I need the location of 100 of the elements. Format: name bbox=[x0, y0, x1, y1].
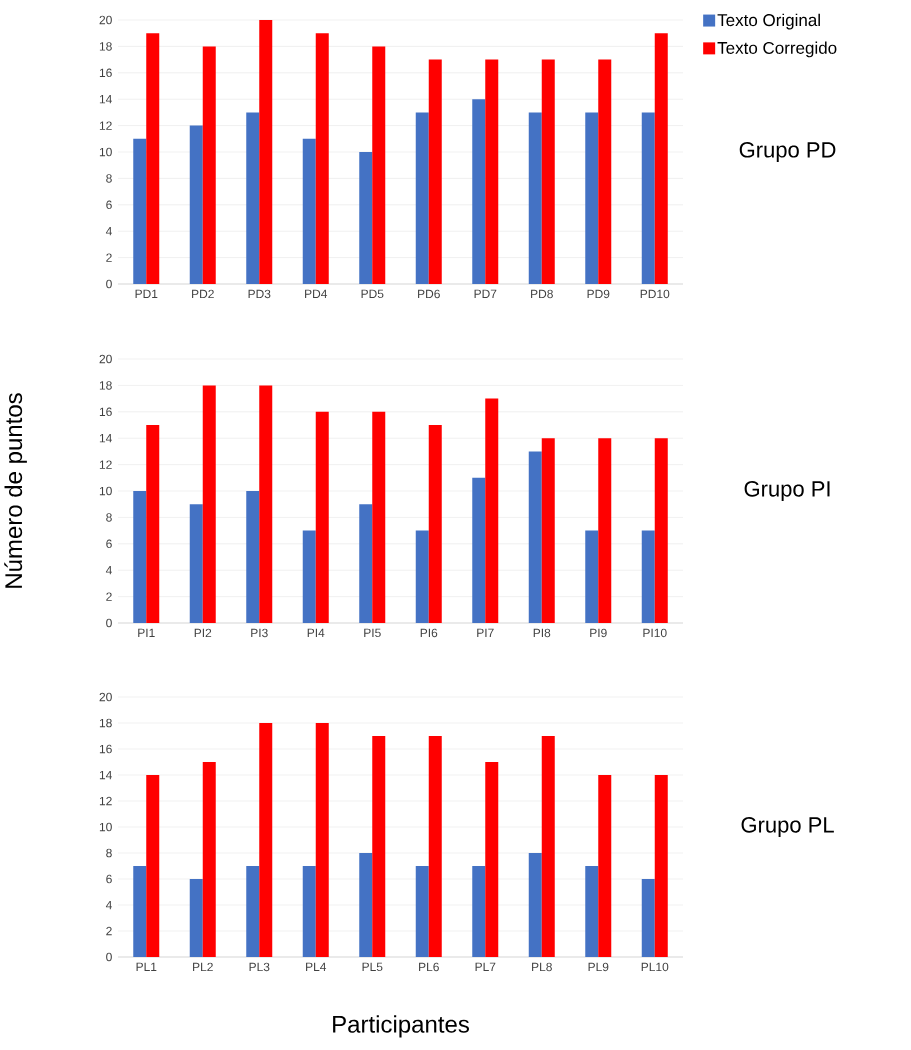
x-axis-title: Participantes bbox=[333, 1015, 469, 1038]
bar bbox=[528, 451, 542, 624]
x-tick-label: PL8 bbox=[532, 962, 552, 972]
x-tick-label: PI1 bbox=[138, 628, 155, 637]
y-tick-label: 4 bbox=[105, 900, 112, 910]
x-tick-label: PL7 bbox=[475, 962, 496, 971]
y-tick-label: 16 bbox=[99, 407, 112, 417]
bar bbox=[541, 736, 555, 958]
y-tick-label: 18 bbox=[99, 718, 112, 728]
y-tick-label: 18 bbox=[99, 42, 112, 51]
legend-label: Texto Original bbox=[717, 13, 820, 30]
bar bbox=[246, 491, 260, 624]
x-tick-label: PD6 bbox=[418, 289, 440, 299]
y-tick-label: 10 bbox=[99, 486, 112, 496]
x-tick-label: PD7 bbox=[474, 289, 497, 298]
bar bbox=[641, 879, 655, 958]
x-tick-label: PI3 bbox=[251, 628, 268, 638]
bar bbox=[415, 866, 429, 958]
x-tick-label: PL4 bbox=[306, 962, 327, 971]
bar bbox=[654, 438, 668, 624]
y-axis-title: Número de puntos bbox=[4, 393, 27, 588]
x-tick-label: PL5 bbox=[362, 962, 383, 972]
bar bbox=[598, 438, 612, 624]
bar bbox=[485, 398, 499, 624]
bar bbox=[428, 736, 442, 958]
bar bbox=[133, 138, 147, 285]
bar bbox=[246, 112, 260, 285]
bar bbox=[246, 866, 260, 958]
bar bbox=[202, 46, 216, 285]
x-tick-label: PL3 bbox=[249, 962, 270, 972]
bar bbox=[189, 504, 203, 624]
x-tick-label: PI7 bbox=[477, 628, 494, 637]
bar bbox=[485, 59, 499, 285]
bar bbox=[372, 736, 386, 958]
y-tick-label: 6 bbox=[106, 874, 112, 884]
x-tick-label: PD2 bbox=[192, 289, 214, 299]
x-tick-label: PD1 bbox=[135, 289, 158, 298]
bar bbox=[415, 112, 429, 285]
y-tick-label: 6 bbox=[106, 539, 112, 549]
bar bbox=[641, 530, 655, 624]
bar bbox=[259, 723, 273, 958]
bar bbox=[302, 530, 316, 624]
y-tick-label: 20 bbox=[99, 354, 112, 364]
bar bbox=[472, 477, 486, 624]
bar bbox=[202, 385, 216, 624]
bar bbox=[472, 866, 486, 958]
bar bbox=[302, 866, 316, 958]
bar bbox=[585, 866, 599, 958]
bar bbox=[359, 504, 373, 624]
bar bbox=[359, 853, 373, 958]
y-tick-label: 14 bbox=[99, 770, 112, 780]
y-tick-label: 12 bbox=[99, 121, 112, 130]
x-tick-label: PL1 bbox=[136, 962, 157, 971]
y-tick-label: 0 bbox=[106, 952, 112, 962]
y-tick-label: 20 bbox=[99, 692, 112, 702]
y-tick-label: 12 bbox=[99, 796, 112, 806]
x-tick-label: PI9 bbox=[590, 628, 607, 638]
bar bbox=[133, 866, 147, 958]
x-tick-label: PL9 bbox=[588, 962, 609, 972]
bar bbox=[372, 411, 386, 624]
x-tick-label: PD3 bbox=[248, 289, 271, 299]
y-tick-label: 8 bbox=[106, 848, 112, 858]
x-tick-label: PL10 bbox=[641, 962, 669, 972]
y-tick-label: 18 bbox=[99, 381, 112, 390]
legend-label: Texto Corregido bbox=[717, 41, 837, 58]
bar bbox=[598, 775, 612, 958]
x-tick-label: PL2 bbox=[193, 962, 213, 972]
y-tick-label: 6 bbox=[106, 200, 112, 210]
bar bbox=[654, 33, 668, 285]
x-tick-label: PI10 bbox=[643, 628, 667, 638]
bar bbox=[528, 112, 542, 285]
bar bbox=[359, 152, 373, 285]
y-tick-label: 10 bbox=[99, 147, 112, 157]
text: Grupo PL bbox=[741, 817, 834, 837]
bar bbox=[541, 59, 555, 285]
bar bbox=[189, 879, 203, 958]
bar bbox=[428, 425, 442, 624]
x-tick-label: PD9 bbox=[587, 289, 610, 299]
y-tick-label: 16 bbox=[99, 744, 112, 754]
y-tick-label: 2 bbox=[106, 592, 112, 601]
y-tick-label: 4 bbox=[105, 227, 112, 236]
bar bbox=[315, 33, 329, 285]
y-tick-label: 4 bbox=[105, 566, 112, 575]
bar bbox=[146, 425, 160, 624]
text: Grupo PD bbox=[739, 142, 836, 162]
y-tick-label: 2 bbox=[106, 253, 112, 262]
bar bbox=[541, 438, 555, 624]
x-tick-label: PI8 bbox=[533, 628, 551, 638]
bar bbox=[585, 112, 599, 285]
text: Grupo PI bbox=[744, 481, 830, 501]
x-tick-label: PI5 bbox=[364, 628, 381, 638]
x-tick-label: PD5 bbox=[361, 289, 384, 299]
bar bbox=[598, 59, 612, 285]
x-tick-label: PI6 bbox=[420, 628, 438, 638]
y-tick-label: 14 bbox=[99, 95, 112, 104]
y-tick-label: 8 bbox=[106, 513, 112, 522]
bar bbox=[472, 99, 486, 285]
y-tick-label: 0 bbox=[106, 279, 112, 289]
bar bbox=[146, 775, 160, 958]
y-tick-label: 0 bbox=[106, 618, 112, 628]
